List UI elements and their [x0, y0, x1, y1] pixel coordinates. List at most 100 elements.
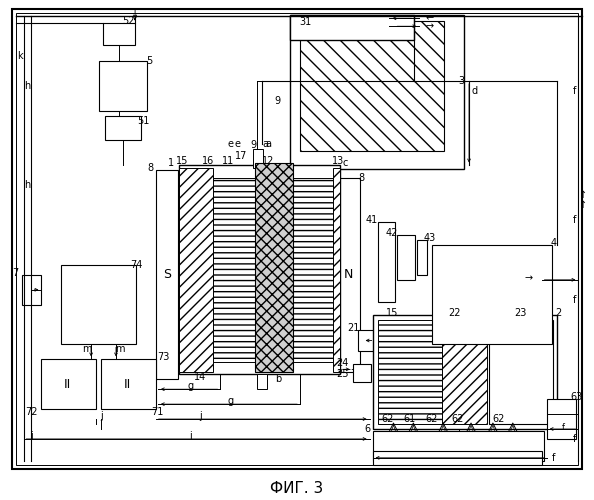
Text: →: → [525, 273, 533, 283]
Bar [99, 61, 147, 111]
Bar [418, 240, 427, 275]
Text: f: f [573, 215, 576, 225]
Text: 21: 21 [347, 322, 360, 332]
Bar [546, 399, 576, 439]
Bar [179, 166, 340, 374]
Bar [213, 178, 255, 362]
Text: c: c [342, 158, 347, 168]
Text: 8: 8 [148, 164, 154, 173]
Text: k: k [17, 51, 23, 61]
Text: 9: 9 [274, 96, 280, 106]
Text: 14: 14 [194, 372, 207, 382]
Bar [333, 168, 340, 372]
Text: a: a [262, 138, 268, 148]
Text: 63: 63 [570, 392, 583, 402]
Text: 9: 9 [250, 140, 256, 149]
Text: 7: 7 [12, 268, 18, 278]
Bar [61, 265, 136, 344]
Text: 5: 5 [146, 56, 152, 66]
Text: g: g [188, 381, 194, 391]
Bar [293, 178, 333, 362]
Text: i: i [189, 431, 192, 441]
Bar [372, 431, 544, 461]
Bar [21, 275, 42, 304]
Text: 72: 72 [25, 407, 38, 417]
Text: →: → [425, 21, 434, 31]
Text: 25: 25 [336, 370, 349, 380]
Text: e: e [228, 138, 233, 148]
Text: h: h [24, 180, 31, 190]
Text: 17: 17 [235, 150, 248, 160]
Text: 24: 24 [337, 358, 349, 368]
Text: 1: 1 [168, 158, 173, 168]
Text: f: f [573, 86, 576, 96]
Text: 41: 41 [365, 215, 378, 225]
Text: j: j [100, 411, 103, 421]
Text: N: N [344, 268, 353, 281]
Text: g: g [228, 396, 233, 406]
Text: a: a [265, 138, 271, 148]
Text: i: i [30, 431, 33, 441]
Text: 3: 3 [458, 76, 464, 86]
Text: 15: 15 [176, 156, 189, 166]
Text: 62: 62 [451, 414, 463, 424]
Text: 12: 12 [262, 156, 274, 166]
Text: 42: 42 [386, 228, 397, 238]
Bar [105, 116, 141, 140]
Text: 11: 11 [222, 156, 235, 166]
Text: f: f [573, 434, 576, 444]
Text: e: e [235, 138, 241, 148]
Bar [42, 360, 96, 409]
Text: b: b [275, 374, 281, 384]
Text: 61: 61 [403, 414, 415, 424]
Text: 71: 71 [151, 407, 164, 417]
Text: 74: 74 [129, 260, 142, 270]
Text: 23: 23 [514, 308, 527, 318]
Bar [179, 168, 213, 372]
Bar [378, 222, 396, 302]
Text: ↑: ↑ [579, 190, 587, 200]
Bar [101, 360, 156, 409]
Bar [156, 170, 178, 380]
Text: 6: 6 [365, 424, 371, 434]
Text: m: m [115, 344, 125, 354]
Bar [489, 320, 552, 424]
Bar [372, 451, 542, 465]
Text: ↓: ↓ [131, 10, 139, 20]
Text: 52: 52 [122, 16, 134, 26]
Text: 31: 31 [299, 18, 311, 28]
Bar [432, 245, 552, 344]
Bar [253, 148, 263, 169]
Text: f: f [562, 422, 565, 432]
Text: II: II [124, 378, 131, 391]
Bar [378, 320, 442, 424]
Text: ФИГ. 3: ФИГ. 3 [270, 481, 324, 496]
Bar [300, 22, 444, 150]
Text: ↑: ↑ [579, 200, 587, 210]
Text: 16: 16 [203, 156, 214, 166]
Text: 4: 4 [551, 238, 557, 248]
Bar [372, 314, 557, 429]
Text: 15: 15 [386, 308, 399, 318]
Text: 73: 73 [157, 352, 170, 362]
Bar [442, 320, 487, 424]
Bar [397, 235, 415, 280]
Text: 62: 62 [492, 414, 505, 424]
Text: S: S [163, 268, 170, 281]
Text: ←: ← [425, 14, 434, 24]
Bar [358, 330, 380, 351]
Bar [290, 16, 464, 170]
Text: f: f [552, 453, 555, 463]
Bar [103, 24, 135, 45]
Text: 13: 13 [331, 156, 344, 166]
Bar [353, 364, 371, 382]
Text: f: f [573, 294, 576, 304]
Text: II: II [64, 378, 71, 391]
Text: 22: 22 [448, 308, 460, 318]
Text: d: d [472, 86, 478, 96]
Text: 62: 62 [381, 414, 394, 424]
Text: 8: 8 [359, 174, 365, 184]
Text: h: h [24, 81, 31, 91]
Text: 51: 51 [138, 116, 150, 126]
Text: 62: 62 [425, 414, 437, 424]
